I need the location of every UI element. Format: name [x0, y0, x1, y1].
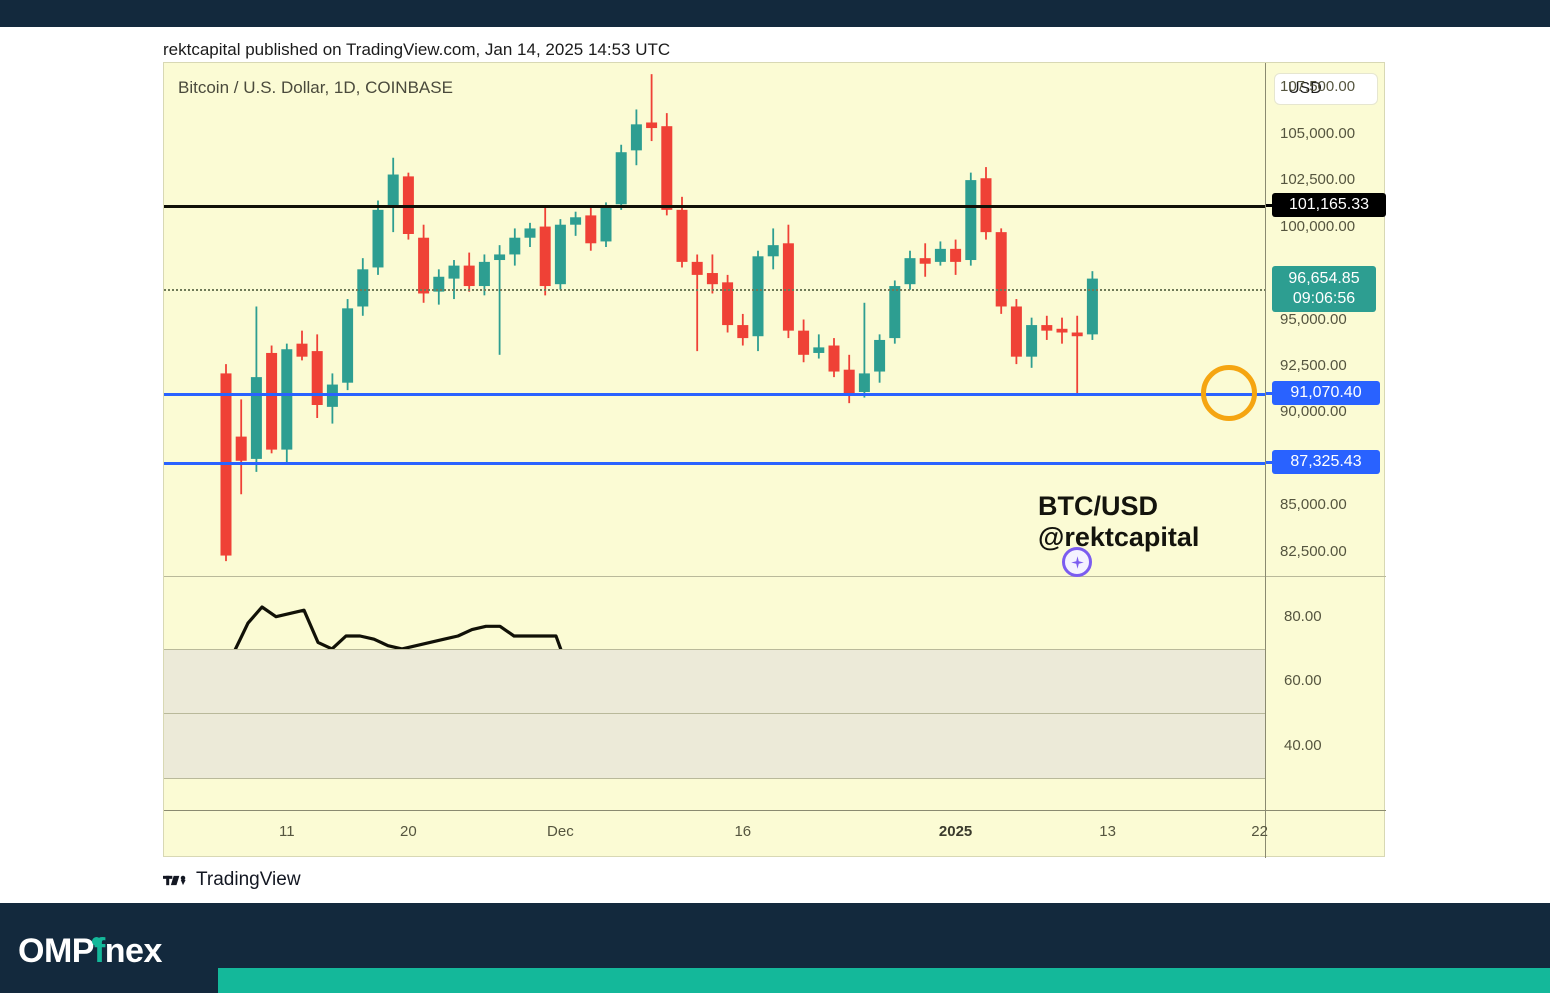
bottom-teal-accent: [218, 968, 1550, 993]
tradingview-mark-icon: [163, 875, 186, 885]
brand-f: f: [93, 932, 105, 970]
current-price-badge-value: 96,654.85: [1288, 270, 1360, 288]
support-line-87325: [164, 462, 1266, 466]
price-tick: 90,000.00: [1280, 403, 1347, 421]
support-line-91070: [164, 392, 1266, 396]
time-tick: 2025: [938, 823, 973, 840]
tradingview-chart[interactable]: Bitcoin / U.S. Dollar, 1D, COINBASE BTC/…: [163, 62, 1386, 858]
price-axis[interactable]: USD 107,500.00 105,000.00 102,500.00 100,00…: [1266, 63, 1386, 858]
time-tick: Dec: [547, 823, 574, 840]
price-tick: 102,500.00: [1280, 171, 1356, 189]
rsi-tick: 80.00: [1284, 607, 1322, 625]
last-resistance-badge-stub: [1266, 203, 1273, 207]
watermark-pair: BTC/USD: [1038, 491, 1158, 521]
pane-divider: [164, 576, 1386, 577]
time-tick: 13: [1099, 823, 1116, 840]
chart-watermark: BTC/USD @rektcapital: [1038, 491, 1199, 554]
time-tick: 16: [734, 823, 752, 840]
price-tick: 82,500.00: [1280, 542, 1347, 560]
time-tick: 22: [1251, 823, 1268, 840]
rsi-gridline-lower: [164, 777, 1266, 779]
top-navy-bar: [0, 0, 1550, 27]
price-tick: 85,000.00: [1280, 496, 1347, 514]
publisher-line: rektcapital published on TradingView.com…: [163, 40, 671, 59]
rsi-gridline-mid: [164, 713, 1266, 715]
sparkle-badge-icon: [1062, 547, 1092, 577]
tradingview-logo: TradingView: [163, 869, 301, 891]
highlight-circle: [1201, 364, 1258, 421]
price-tick: 95,000.00: [1280, 310, 1347, 328]
rsi-tick: 40.00: [1284, 736, 1322, 754]
current-price-badge: 96,654.85 09:06:56: [1272, 265, 1376, 312]
watermark-handle: @rektcapital: [1038, 522, 1200, 553]
support-badge-upper: 91,070.40: [1272, 380, 1380, 405]
rsi-tick: 60.00: [1284, 672, 1322, 690]
ompfinex-logo: OMPfnex: [18, 932, 162, 971]
time-tick: 20: [400, 823, 417, 840]
rsi-pane[interactable]: [164, 578, 1266, 810]
price-tick: 107,500.00: [1280, 78, 1356, 96]
tradingview-wordmark: TradingView: [196, 869, 301, 890]
last-resistance-badge: 101,165.33: [1272, 192, 1386, 217]
current-price-badge-countdown: 09:06:56: [1292, 289, 1356, 307]
rsi-gridline-upper: [164, 648, 1266, 650]
symbol-label: Bitcoin / U.S. Dollar, 1D, COINBASE: [178, 78, 453, 97]
price-tick: 105,000.00: [1280, 124, 1356, 142]
time-tick: 11: [279, 823, 295, 840]
currency-chip[interactable]: USD: [1274, 73, 1378, 105]
brand-i-dot: [91, 937, 101, 946]
resistance-line-101165: [164, 204, 1266, 208]
brand-nex: nex: [104, 932, 163, 970]
price-tick: 100,000.00: [1280, 217, 1356, 235]
dotted-price-line: [164, 288, 1266, 291]
axis-divider: [1265, 63, 1266, 858]
support-badge-upper-stub: [1266, 391, 1273, 395]
rsi-band: [164, 648, 1266, 778]
time-axis-divider: [164, 810, 1386, 811]
price-tick: 92,500.00: [1280, 356, 1347, 374]
support-badge-lower-stub: [1266, 461, 1273, 465]
brand-omp: OMP: [18, 932, 94, 970]
support-badge-lower: 87,325.43: [1272, 450, 1380, 475]
